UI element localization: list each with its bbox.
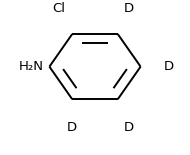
- Text: Cl: Cl: [52, 2, 65, 16]
- Text: D: D: [124, 2, 134, 16]
- Text: H₂N: H₂N: [19, 60, 44, 73]
- Text: D: D: [124, 121, 134, 134]
- Text: D: D: [163, 60, 173, 73]
- Text: D: D: [67, 121, 77, 134]
